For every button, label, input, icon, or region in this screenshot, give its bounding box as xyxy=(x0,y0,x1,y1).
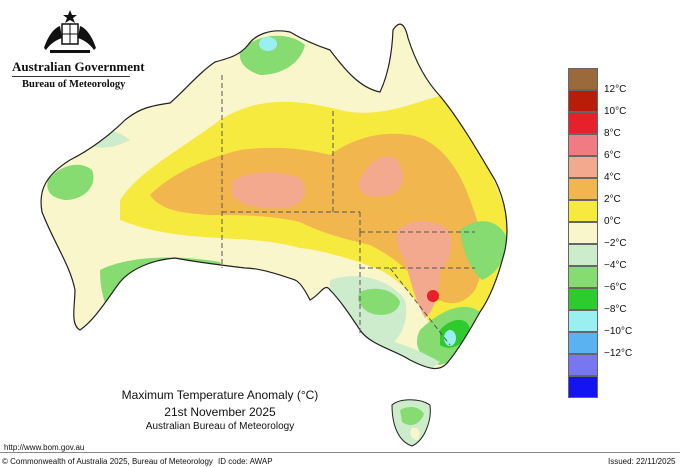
legend-label: 10°C xyxy=(604,106,627,117)
legend-label: −12°C xyxy=(604,348,633,359)
legend-label: 2°C xyxy=(604,194,621,205)
bureau-title: Bureau of Meteorology xyxy=(22,79,126,90)
legend-label: −6°C xyxy=(604,282,627,293)
legend-swatch xyxy=(568,354,598,376)
coat-of-arms-logo xyxy=(6,8,134,61)
legend-swatch xyxy=(568,90,598,112)
legend-label: −4°C xyxy=(604,260,627,271)
map-title: Maximum Temperature Anomaly (°C) xyxy=(121,388,319,402)
id-code: ID code: AWAP xyxy=(218,457,273,466)
legend-swatch xyxy=(568,156,598,178)
legend-label: 12°C xyxy=(604,84,627,95)
coat-of-arms-icon xyxy=(44,10,96,53)
legend-swatch xyxy=(568,112,598,134)
government-title: Australian Government xyxy=(12,59,145,74)
header-divider xyxy=(12,76,130,77)
australia-outline xyxy=(40,23,508,370)
map-source: Australian Bureau of Meteorology xyxy=(145,421,295,432)
legend-swatch xyxy=(568,310,598,332)
copyright-text: © Commonwealth of Australia 2025, Bureau… xyxy=(2,457,213,466)
legend-swatch xyxy=(568,266,598,288)
legend-swatch xyxy=(568,244,598,266)
bom-url-link[interactable]: http://www.bom.gov.au xyxy=(4,443,85,452)
legend-swatch xyxy=(568,134,598,156)
legend-swatch xyxy=(568,332,598,354)
legend-swatch xyxy=(568,200,598,222)
legend-swatch xyxy=(568,288,598,310)
legend-swatch xyxy=(568,222,598,244)
issued-date: Issued: 22/11/2025 xyxy=(608,457,676,466)
legend-swatch xyxy=(568,178,598,200)
legend-label: −2°C xyxy=(604,238,627,249)
legend-swatch-top xyxy=(568,68,598,90)
map-date: 21st November 2025 xyxy=(164,405,276,419)
legend-label: 0°C xyxy=(604,216,621,227)
legend-label: 8°C xyxy=(604,128,621,139)
legend-swatch-bottom xyxy=(568,376,598,398)
footer-rule xyxy=(0,452,680,453)
legend-label: −8°C xyxy=(604,304,627,315)
legend-label: −10°C xyxy=(604,326,633,337)
legend-label: 6°C xyxy=(604,150,621,161)
state-borders xyxy=(221,75,475,346)
legend-label: 4°C xyxy=(604,172,621,183)
